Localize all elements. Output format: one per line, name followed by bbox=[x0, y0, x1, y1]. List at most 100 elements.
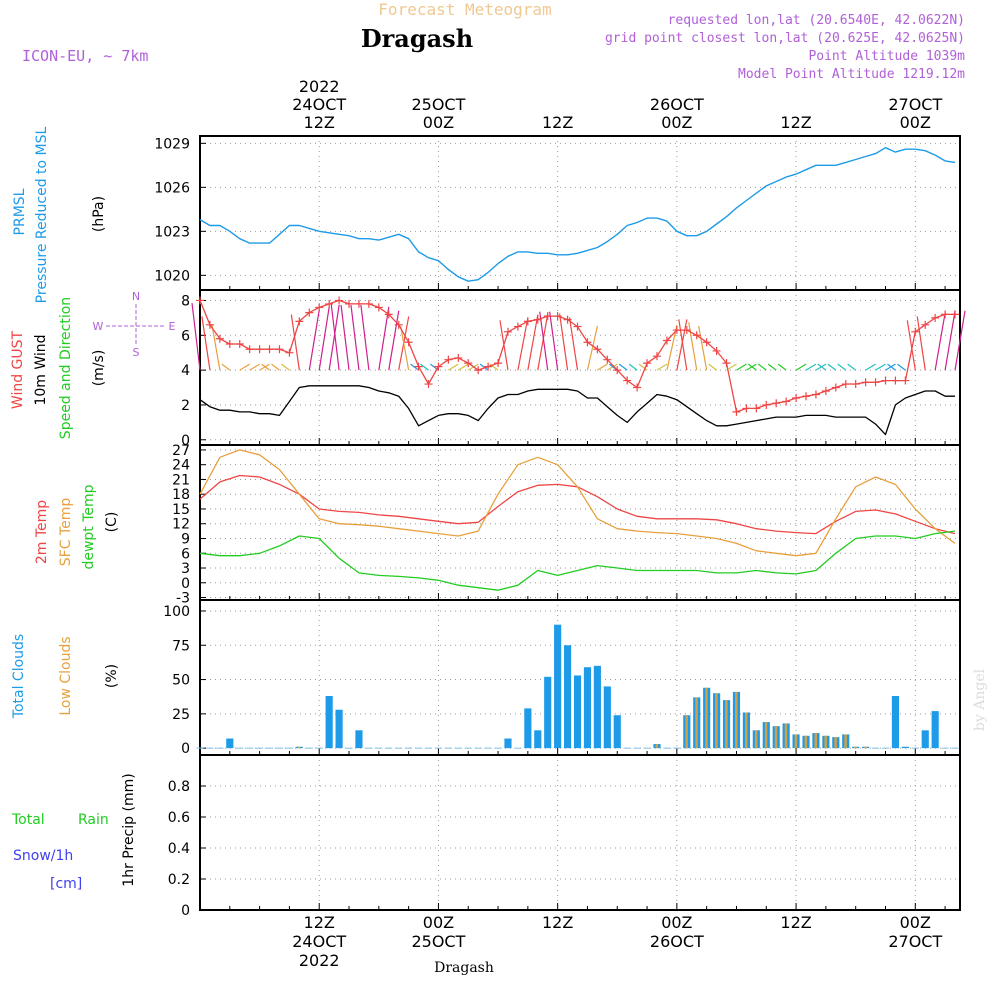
gust-marker bbox=[742, 404, 751, 413]
low-cloud-bar bbox=[685, 715, 688, 749]
gust-marker bbox=[335, 296, 344, 305]
wind10-line bbox=[199, 385, 955, 436]
wind-direction-arrow bbox=[688, 322, 698, 371]
total-cloud-bar bbox=[305, 747, 313, 749]
gust-marker bbox=[563, 315, 572, 324]
gust-marker bbox=[692, 331, 701, 340]
total-cloud-bar bbox=[335, 709, 343, 749]
gust-marker bbox=[732, 407, 741, 416]
precipitation-ytick-label: 0.6 bbox=[168, 810, 190, 826]
total-cloud-bar bbox=[613, 715, 621, 749]
top-axis-label: 2022 bbox=[299, 77, 340, 96]
top-axis-label: 00Z bbox=[900, 113, 931, 132]
total-cloud-bar bbox=[871, 747, 880, 749]
total-cloud-bar bbox=[196, 747, 204, 749]
wind-direction-arrow bbox=[328, 304, 340, 371]
clouds-ytick-label: 50 bbox=[172, 673, 190, 689]
bottom-axis-label: 27OCT bbox=[888, 932, 942, 951]
temp-unit: (C) bbox=[104, 512, 120, 533]
total-cloud-bar bbox=[444, 747, 452, 749]
gust-marker bbox=[245, 345, 254, 354]
wind-unit: (m/s) bbox=[91, 350, 107, 387]
low-cloud-bar bbox=[655, 744, 659, 749]
low-cloud-bar bbox=[794, 734, 798, 749]
gust-marker bbox=[305, 308, 314, 317]
gust-marker bbox=[255, 345, 264, 354]
gust-marker bbox=[613, 366, 622, 375]
wind-direction-arrow bbox=[676, 319, 688, 371]
wind-ytick-label: 2 bbox=[181, 398, 190, 414]
temp-labels: 2m Temp SFC Temp dewpt Temp (C) bbox=[34, 484, 120, 569]
gust-marker bbox=[553, 312, 562, 321]
wind-direction-arrow bbox=[388, 310, 400, 371]
wind-direction-arrow bbox=[736, 363, 747, 371]
total-cloud-bar bbox=[633, 747, 641, 749]
wind-direction-arrow bbox=[805, 363, 817, 371]
total-cloud-bar bbox=[345, 747, 353, 749]
wind-ytick-label: 0 bbox=[181, 433, 190, 449]
gust-marker bbox=[215, 334, 224, 343]
gust-marker bbox=[672, 326, 681, 335]
gust-marker bbox=[573, 322, 582, 331]
total-cloud-bar bbox=[275, 747, 284, 749]
total-cloud-bar bbox=[424, 747, 433, 749]
gust-marker bbox=[593, 345, 602, 354]
compass-w: W bbox=[93, 320, 104, 333]
wind-direction-arrow bbox=[281, 363, 290, 371]
wind-direction-arrow bbox=[954, 310, 966, 371]
top-axis-label: 25OCT bbox=[411, 95, 465, 114]
gust-marker bbox=[931, 313, 940, 322]
clouds-ytick-label: 75 bbox=[172, 638, 190, 654]
gust-marker bbox=[345, 299, 354, 308]
compass-s: S bbox=[133, 346, 140, 359]
wind-direction-arrow bbox=[549, 311, 559, 371]
model-altitude: Model Point Altitude 1219.12m bbox=[738, 67, 965, 82]
bottom-axis-label: 26OCT bbox=[650, 932, 704, 951]
gust-marker bbox=[454, 353, 463, 362]
gust-marker bbox=[384, 310, 393, 319]
wind-direction-arrow bbox=[568, 317, 579, 371]
total-cloud-bar bbox=[355, 730, 363, 749]
top-axis-label: 24OCT bbox=[292, 95, 346, 114]
bottom-axis-label: 24OCT bbox=[292, 932, 346, 951]
wind-direction-arrow bbox=[318, 306, 330, 371]
cloud-unit: (%) bbox=[104, 664, 120, 688]
rain-label: Rain bbox=[78, 812, 109, 828]
total-cloud-bar bbox=[464, 747, 472, 749]
low-cloud-bar bbox=[834, 737, 837, 749]
total-cloud-bar bbox=[623, 747, 631, 749]
temperature-ytick-label: 3 bbox=[181, 561, 190, 577]
total-cloud-bar bbox=[315, 747, 323, 749]
total-cloud-bar bbox=[414, 747, 423, 749]
gust-marker bbox=[851, 380, 860, 389]
gust-marker bbox=[424, 380, 433, 389]
bottom-axis-label: 2022 bbox=[299, 951, 340, 970]
footer-location: Dragash bbox=[434, 960, 494, 976]
gust-marker bbox=[196, 296, 204, 305]
wind-direction-arrow bbox=[847, 363, 857, 371]
wind-direction-arrow bbox=[221, 363, 231, 371]
pressure-name-1: PRMSL bbox=[12, 188, 28, 235]
wind-ytick-label: 8 bbox=[181, 293, 190, 309]
precipitation-ytick-label: 0.8 bbox=[168, 779, 190, 795]
low-cloud-bar bbox=[844, 734, 847, 749]
total-cloud-bar bbox=[434, 747, 443, 749]
total-cloud-bar bbox=[524, 708, 532, 749]
gust-marker bbox=[821, 387, 830, 396]
wind-direction-arrow bbox=[400, 325, 410, 371]
gust-marker bbox=[285, 348, 294, 357]
total-cloud-bar bbox=[603, 686, 611, 749]
wind-direction-arrow bbox=[457, 363, 469, 371]
low-cloud-bar bbox=[824, 735, 827, 749]
gust-marker bbox=[782, 397, 791, 406]
wind-direction-arrow bbox=[757, 363, 767, 371]
total-cloud-bar bbox=[474, 747, 482, 749]
temperature-ytick-label: 21 bbox=[172, 472, 190, 488]
wind-direction-arrow bbox=[638, 363, 648, 371]
pressure-labels: PRMSL Pressure Reduced to MSL (hPa) bbox=[12, 126, 107, 303]
temperature-ytick-label: 6 bbox=[181, 546, 190, 562]
rain-total-label: Total bbox=[11, 812, 45, 828]
low-cloud-bar bbox=[814, 733, 818, 749]
temperature-ytick-label: 12 bbox=[172, 517, 190, 533]
